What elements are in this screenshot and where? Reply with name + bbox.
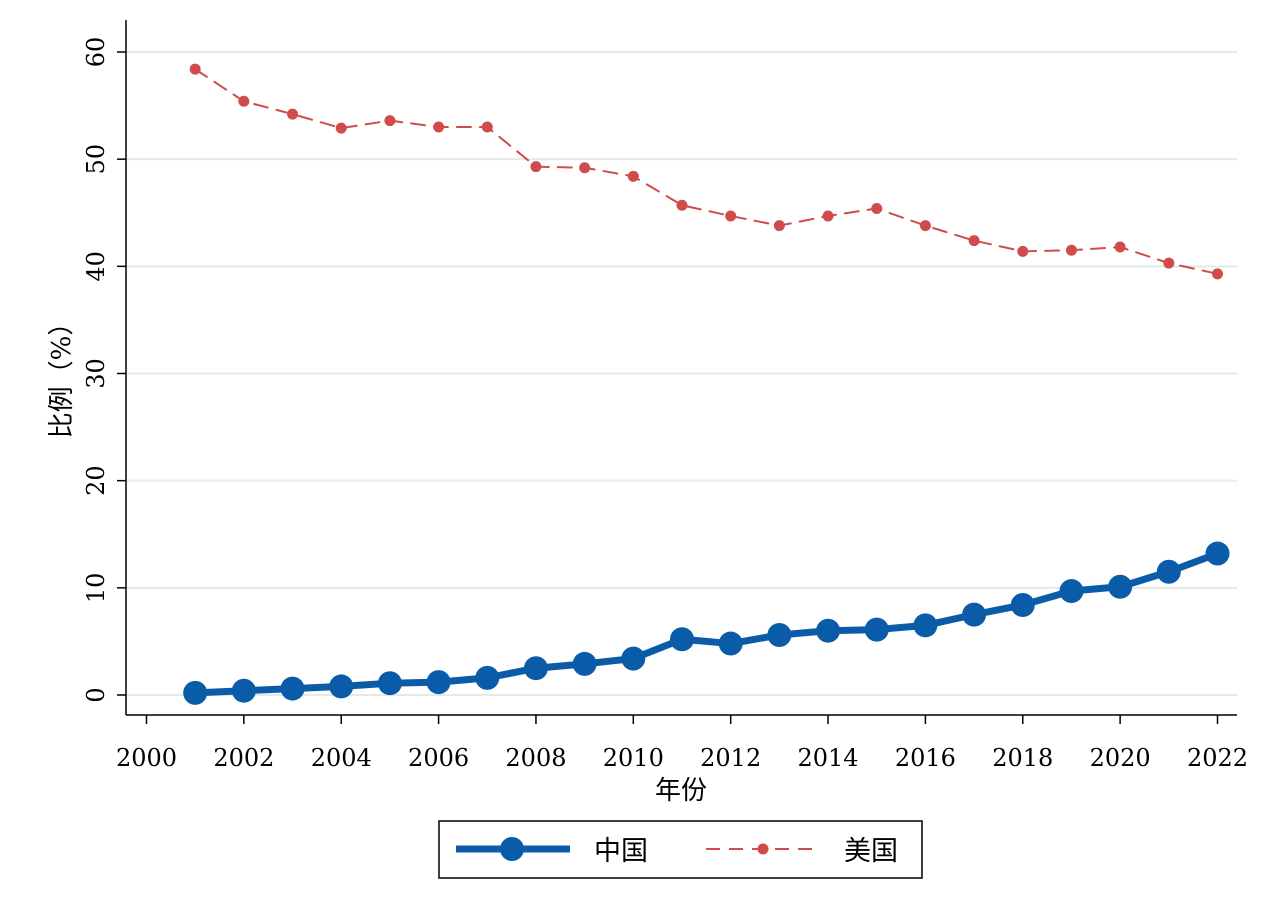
point-usa-2007 [481,121,493,133]
point-china-2005 [377,671,402,696]
point-china-2001 [183,680,208,705]
y-tick-label-30: 30 [82,358,110,389]
x-tick-label-2010: 2010 [603,744,664,772]
x-tick-label-2004: 2004 [311,744,372,772]
point-china-2016 [913,613,938,638]
point-china-2014 [816,618,841,643]
point-usa-2001 [189,63,201,75]
x-tick-label-2006: 2006 [408,744,469,772]
point-china-2006 [426,670,451,695]
y-tick-label-10: 10 [82,573,110,604]
point-usa-2013 [773,220,785,232]
point-usa-2016 [919,220,931,232]
series-china [183,541,1230,705]
point-china-2008 [523,656,548,681]
x-tick-label-2014: 2014 [798,744,859,772]
x-tick-label-2000: 2000 [116,744,177,772]
x-tick-label-2022: 2022 [1187,744,1248,772]
y-tick-label-0: 0 [82,687,110,702]
y-tick-label-50: 50 [82,144,110,175]
line-usa [194,68,1219,275]
point-usa-2005 [384,115,396,127]
point-usa-2003 [287,108,299,120]
point-china-2019 [1059,579,1084,604]
point-china-2021 [1156,559,1181,584]
y-axis-title: 比例（%） [47,310,77,439]
point-usa-2004 [335,122,347,134]
point-usa-2017 [968,235,980,247]
point-usa-2021 [1163,257,1175,269]
point-china-2018 [1010,592,1035,617]
x-axis-ticks: 2000 2002 2004 2006 2008 2010 2012 2014 2016 2018… [116,715,1248,772]
x-tick-label-2018: 2018 [992,744,1053,772]
point-usa-2020 [1114,241,1126,253]
gridlines [126,51,1237,696]
point-china-2010 [621,646,646,671]
y-tick-label-20: 20 [82,465,110,496]
point-china-2015 [864,617,889,642]
point-usa-2019 [1065,244,1077,256]
point-china-2009 [572,651,597,676]
legend: 中国 美国 [438,820,923,879]
legend-marker-usa [757,843,769,855]
legend-marker-china [500,837,524,861]
y-tick-label-40: 40 [82,251,110,282]
point-usa-2011 [676,199,688,211]
point-usa-2015 [871,202,883,214]
x-tick-label-2002: 2002 [213,744,274,772]
point-usa-2022 [1212,268,1223,280]
point-china-2002 [231,678,256,703]
axes [125,20,1237,716]
point-china-2020 [1108,574,1133,599]
point-china-2007 [475,665,500,690]
x-tick-label-2016: 2016 [895,744,956,772]
legend-label-china: 中国 [594,836,648,867]
point-china-2013 [767,622,792,647]
y-axis-ticks: 0 10 20 30 40 50 60 [82,37,126,703]
point-china-2003 [280,676,305,701]
point-usa-2012 [725,210,737,222]
point-china-2011 [670,627,694,652]
point-usa-2002 [238,95,250,107]
series-layer [183,63,1230,705]
point-china-2017 [962,602,987,627]
x-tick-label-2008: 2008 [505,744,566,772]
x-axis-title: 年份 [655,776,707,806]
point-usa-2008 [530,161,542,173]
point-usa-2006 [433,121,445,133]
point-china-2022 [1205,541,1230,566]
point-china-2012 [718,631,743,656]
point-usa-2010 [627,170,639,182]
point-usa-2009 [579,162,591,174]
line-china [191,550,1221,697]
legend-label-usa: 美国 [844,836,898,867]
x-tick-label-2012: 2012 [700,744,761,772]
series-usa [189,63,1223,280]
y-tick-label-60: 60 [82,37,110,68]
point-usa-2014 [822,210,834,222]
point-usa-2018 [1017,245,1029,257]
point-china-2004 [329,674,354,699]
x-tick-label-2020: 2020 [1090,744,1151,772]
